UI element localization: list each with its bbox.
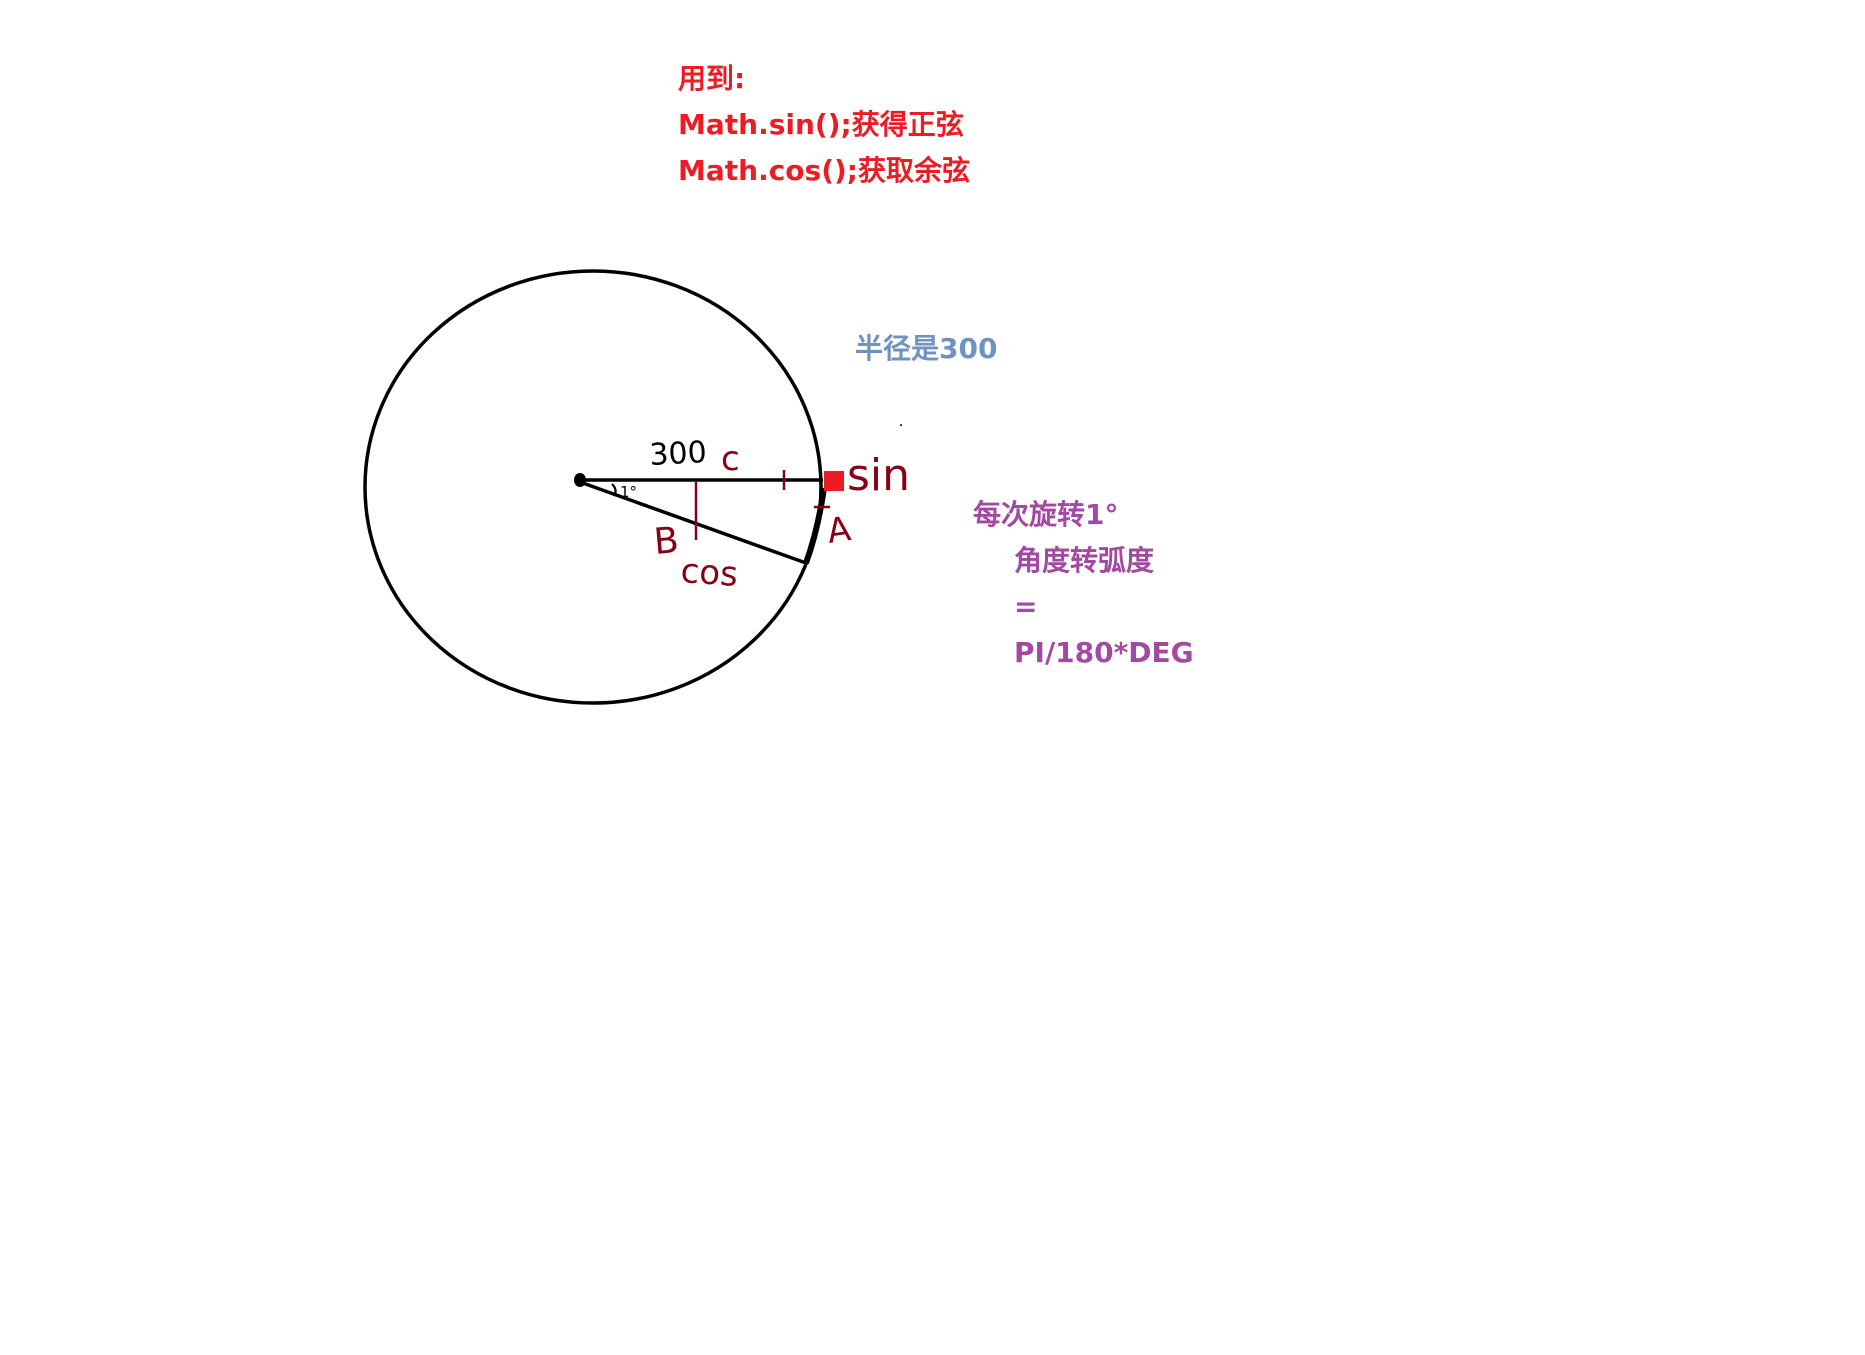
rotation-line-1: 每次旋转1° [973,498,1119,531]
unit-circle [363,269,823,705]
cos-label: cos [679,551,739,595]
sin-marker [824,471,844,491]
rotated-radius [579,480,807,565]
angle-arc [611,483,617,497]
radius-value-label: 300 [649,435,708,473]
point-a-label: A [825,509,854,552]
radius-text: 半径是300 [855,332,998,365]
point-c-label: c [721,439,740,479]
rotation-note: 每次旋转1° 角度转弧度 = PI/180*DEG [973,492,1194,676]
uses-heading: 用到: [678,62,746,95]
rotation-line-3: = [1014,590,1038,623]
rotation-line-2: 角度转弧度 [1014,544,1155,577]
arc-segment-a [803,487,827,565]
uses-note: 用到: Math.sin();获得正弦 Math.cos();获取余弦 [678,56,970,194]
sin-label: sin [847,450,910,501]
math-sin-line: Math.sin();获得正弦 [678,108,964,141]
stray-dot [900,424,902,426]
rotation-line-4: PI/180*DEG [1014,636,1194,669]
radius-note: 半径是300 [855,326,997,372]
angle-label: 1° [620,483,637,501]
point-b-label: B [652,520,680,563]
math-cos-line: Math.cos();获取余弦 [678,154,971,187]
